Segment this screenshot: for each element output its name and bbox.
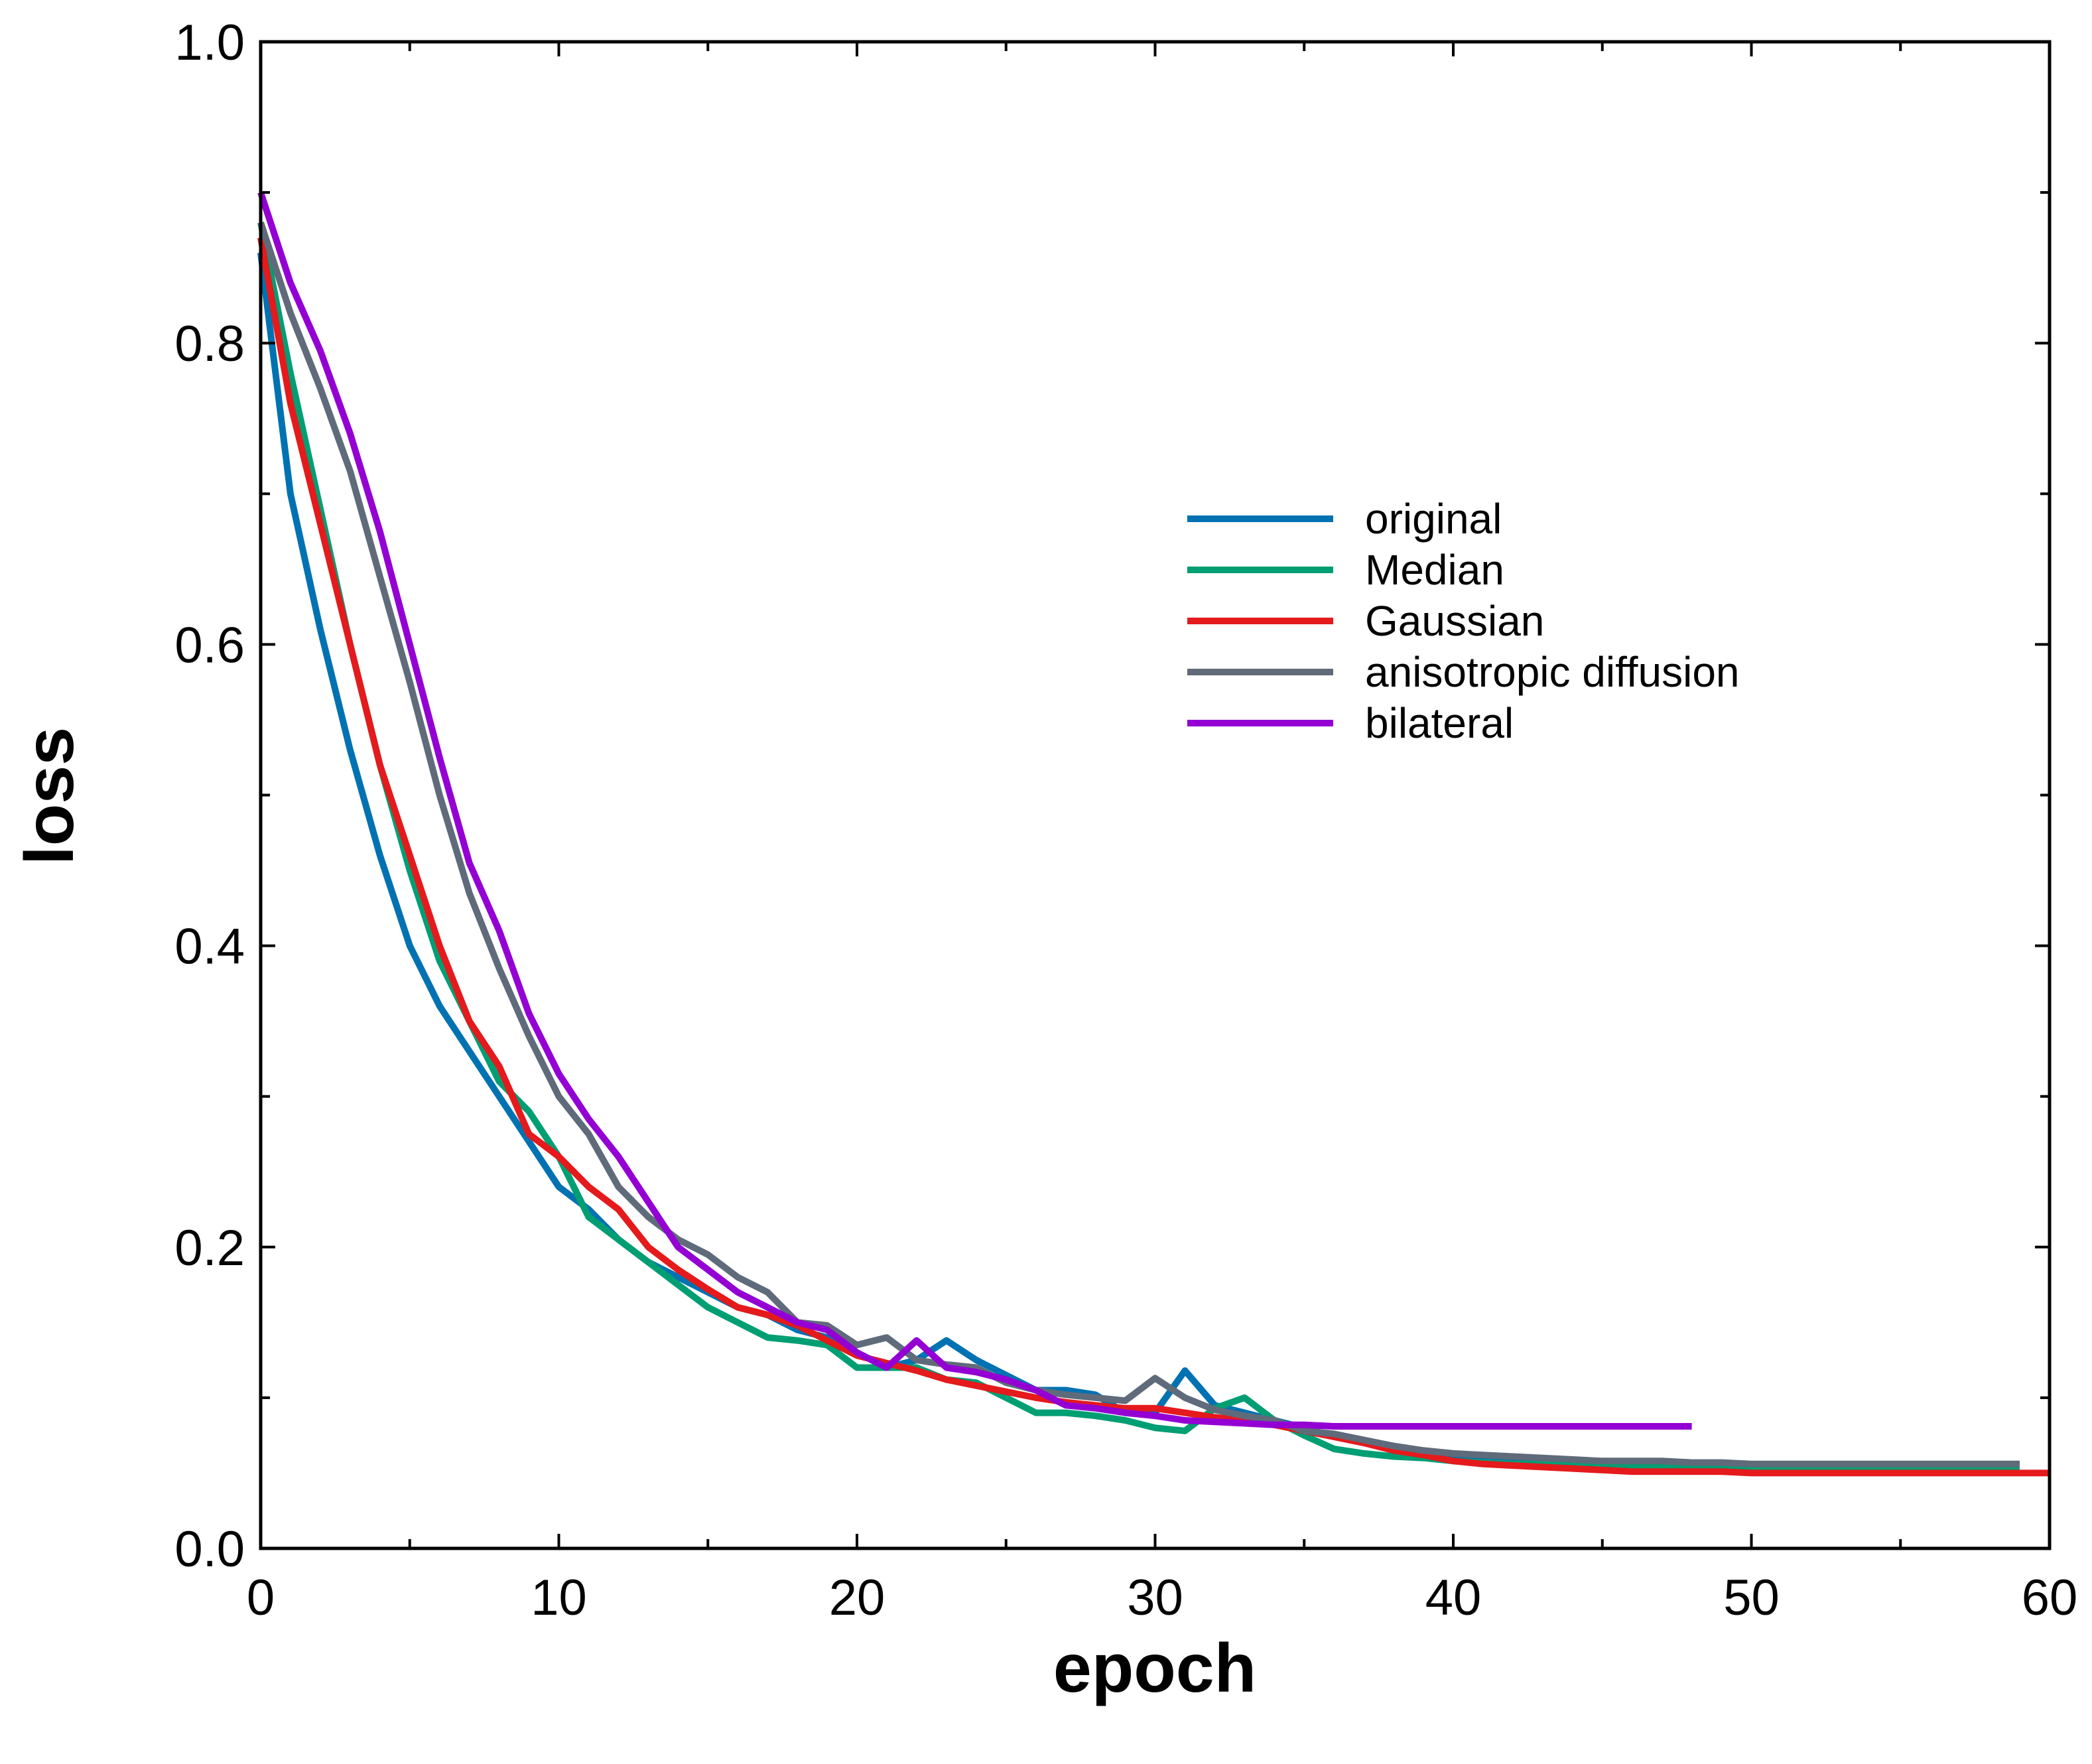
legend-label-gaussian: Gaussian	[1365, 597, 1544, 645]
x-tick-label: 30	[1127, 1570, 1183, 1626]
y-tick-label: 0.6	[174, 617, 245, 673]
x-tick-label: 10	[531, 1570, 587, 1626]
series-layer	[257, 191, 2050, 1477]
y-tick-label: 0.4	[174, 919, 245, 975]
y-tick-label: 0.0	[174, 1521, 245, 1578]
x-tick-label: 60	[2022, 1570, 2078, 1626]
series-line-anisotropic-diffusion	[257, 221, 2020, 1467]
x-axis-title: epoch	[1053, 1630, 1256, 1707]
x-tick-label: 20	[829, 1570, 885, 1626]
plot-frame	[259, 40, 2052, 1550]
x-tick-label: 0	[247, 1570, 275, 1626]
x-tick-label: 50	[1723, 1570, 1780, 1626]
series-line-bilateral	[257, 191, 1692, 1430]
y-tick-label: 0.8	[174, 316, 245, 372]
legend-label-anisotropic-diffusion: anisotropic diffusion	[1365, 648, 1740, 696]
legend-label-original: original	[1365, 495, 1502, 543]
tick-labels-layer: 0 10 20 30 40 50 60 0.0 0.2 0.4 0.6 0.8 1.0	[174, 15, 2077, 1626]
y-axis-title: loss	[11, 727, 88, 865]
y-tick-label: 1.0	[174, 15, 245, 71]
series-line-gaussian	[257, 237, 2050, 1477]
legend-label-bilateral: bilateral	[1365, 699, 1514, 747]
y-tick-label: 0.2	[174, 1220, 245, 1276]
legend-label-median: Median	[1365, 546, 1504, 594]
x-tick-label: 40	[1425, 1570, 1482, 1626]
